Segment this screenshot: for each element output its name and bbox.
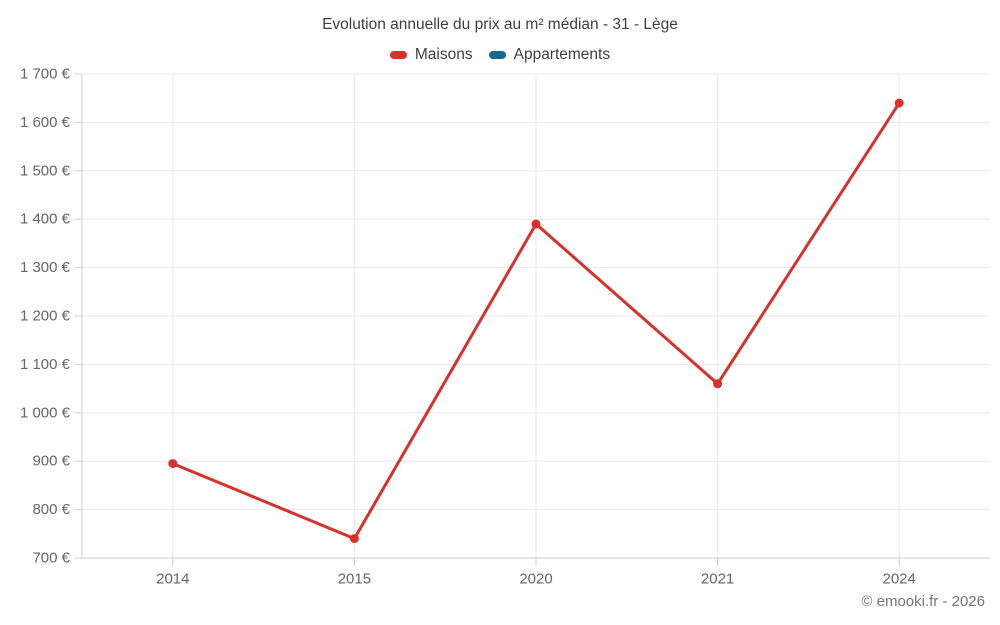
y-tick-label: 1 200 €	[20, 308, 71, 325]
x-tick-label: 2014	[156, 571, 189, 588]
copyright-attribution: © emooki.fr - 2026	[861, 593, 985, 610]
data-point-maisons-2015[interactable]	[349, 534, 359, 544]
y-tick-label: 800 €	[32, 501, 70, 518]
appartements-series-swatch-icon	[488, 51, 506, 59]
y-tick-label: 1 100 €	[20, 356, 71, 373]
y-tick-label: 1 300 €	[20, 259, 71, 276]
x-tick-label: 2020	[519, 571, 552, 588]
data-point-maisons-2020[interactable]	[531, 219, 541, 229]
y-tick-label: 700 €	[32, 550, 70, 567]
y-tick-label: 1 500 €	[20, 162, 71, 179]
legend: Maisons Appartements	[0, 46, 1000, 64]
legend-item-maisons[interactable]: Maisons	[389, 46, 473, 64]
x-tick-label: 2015	[338, 571, 371, 588]
legend-label-appartements: Appartements	[513, 46, 611, 63]
maisons-series-swatch-icon	[389, 51, 407, 59]
y-tick-label: 1 400 €	[20, 211, 71, 228]
legend-item-appartements[interactable]: Appartements	[488, 46, 611, 64]
data-point-maisons-2021[interactable]	[713, 379, 723, 389]
y-tick-label: 900 €	[32, 453, 70, 470]
y-tick-label: 1 000 €	[20, 404, 71, 421]
chart-title: Evolution annuelle du prix au m² médian …	[322, 16, 678, 33]
legend-label-maisons: Maisons	[414, 46, 473, 63]
x-tick-label: 2024	[883, 571, 916, 588]
data-point-maisons-2024[interactable]	[894, 98, 904, 108]
x-tick-label: 2021	[701, 571, 734, 588]
y-tick-label: 1 700 €	[20, 66, 71, 83]
y-tick-label: 1 600 €	[20, 114, 71, 131]
data-point-maisons-2014[interactable]	[168, 459, 178, 469]
